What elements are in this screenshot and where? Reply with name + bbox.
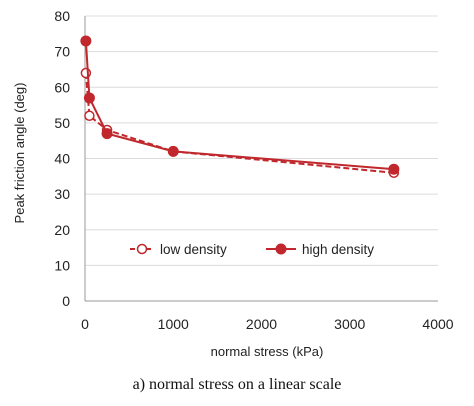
point-low-density-1 [84,110,95,121]
x-tick-label-0: 0 [81,316,89,332]
legend-low-density-label: low density [160,242,227,257]
x-tick-label-3000: 3000 [334,316,365,332]
x-tick-label-2000: 2000 [246,316,277,332]
y-tick-label-30: 30 [54,186,70,202]
series-line-high-density [84,40,394,171]
y-tick-label-60: 60 [54,79,70,95]
grid-lines [85,15,438,266]
y-tick-label-40: 40 [54,151,70,167]
tick-labels: 0 10 20 30 40 50 60 70 80 0 1000 2000 3000 4000 [54,8,453,332]
x-axis-title: normal stress (kPa) [211,344,324,359]
point-high-density-4 [388,163,400,175]
legend-low-density-marker [136,243,148,255]
y-tick-label-20: 20 [54,222,70,238]
y-axis-title: Peak friction angle (deg) [12,83,27,224]
y-tick-label-70: 70 [54,44,70,60]
point-high-density-1 [83,92,95,104]
figure-caption: a) normal stress on a linear scale [133,376,342,393]
x-tick-label-4000: 4000 [422,316,453,332]
point-high-density-0 [80,35,92,47]
point-high-density-2 [101,128,113,140]
axes [84,16,438,302]
y-tick-label-50: 50 [54,115,70,131]
y-tick-label-0: 0 [62,293,70,309]
legend: low density high density [130,242,374,257]
x-tick-label-1000: 1000 [158,316,189,332]
y-tick-label-80: 80 [54,8,70,24]
legend-high-density-marker [275,243,287,255]
point-high-density-3 [167,145,179,157]
series-lines [80,35,400,178]
legend-high-density-label: high density [302,242,374,257]
y-tick-label-10: 10 [54,257,70,273]
